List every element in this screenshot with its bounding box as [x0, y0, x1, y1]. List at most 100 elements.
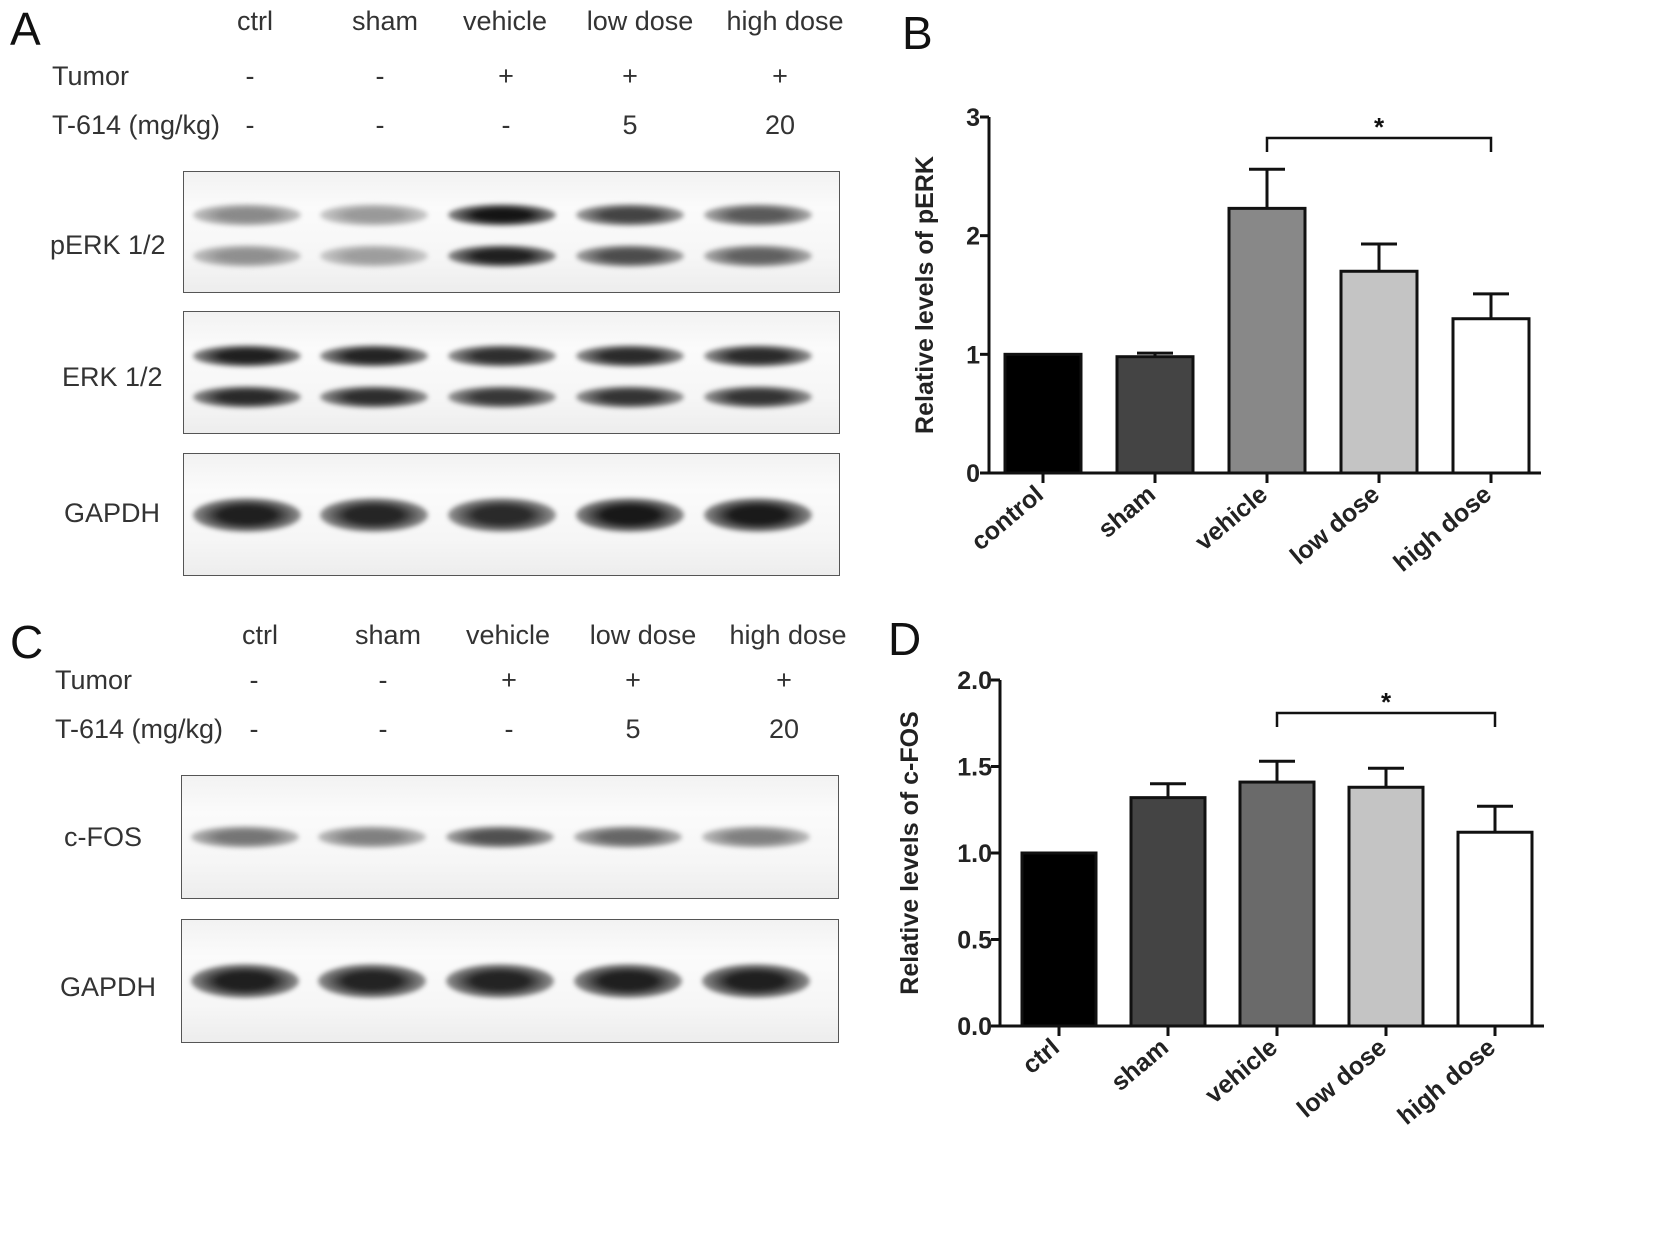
- blot-band: [702, 964, 810, 998]
- dose-sign: 20: [764, 110, 796, 140]
- x-tick-label: sham: [1093, 480, 1161, 543]
- x-tick-label: low dose: [1292, 1033, 1392, 1123]
- blot-band: [576, 204, 684, 227]
- blot-label-gapdh: GAPDH: [64, 498, 161, 528]
- blot-label-cfos: c-FOS: [64, 822, 142, 852]
- bar: [1339, 269, 1419, 475]
- bar: [1238, 780, 1316, 1028]
- dose-sign: -: [249, 714, 259, 744]
- lane-header: ctrl: [237, 6, 273, 36]
- tumor-sign: +: [772, 61, 788, 91]
- significance-star: *: [1374, 112, 1385, 142]
- blot-band: [193, 344, 301, 367]
- blot-band: [193, 204, 301, 227]
- western-blot-gapdh: [183, 453, 840, 576]
- blot-band: [704, 245, 812, 267]
- bar: [1020, 851, 1098, 1028]
- bar: [1227, 206, 1307, 475]
- blot-band: [446, 826, 554, 848]
- western-blot-gapdh: [181, 919, 839, 1043]
- blot-band: [446, 964, 554, 998]
- lane-header: vehicle: [465, 620, 551, 650]
- blot-band: [702, 826, 810, 848]
- dose-sign: -: [501, 110, 511, 140]
- significance-bracket: [1265, 136, 1493, 152]
- western-blot-perk: [183, 171, 840, 293]
- x-tick-label: vehicle: [1200, 1033, 1283, 1109]
- blot-band: [448, 497, 556, 532]
- blot-band: [448, 385, 556, 408]
- tumor-row-label: Tumor: [52, 61, 130, 91]
- dose-sign: 20: [768, 714, 800, 744]
- bar: [1451, 317, 1531, 475]
- blot-band: [320, 204, 428, 227]
- lane-header: low dose: [589, 620, 697, 650]
- y-tick-label: 2.0: [957, 667, 992, 695]
- blot-band: [576, 344, 684, 367]
- dose-sign: -: [245, 110, 255, 140]
- significance-bracket: [1275, 711, 1497, 727]
- blot-band: [704, 344, 812, 367]
- dose-sign: -: [378, 714, 388, 744]
- panel-letter: B: [902, 7, 933, 59]
- y-tick-label: 0.0: [957, 1013, 992, 1041]
- y-tick-label: 0.5: [957, 927, 992, 955]
- blot-label-erk: ERK 1/2: [62, 362, 163, 392]
- tumor-sign: +: [501, 665, 517, 695]
- blot-band: [193, 385, 301, 408]
- y-tick-label: 1.0: [957, 840, 992, 868]
- bar: [1456, 830, 1534, 1028]
- blot-band: [576, 385, 684, 408]
- blot-band: [704, 497, 812, 532]
- x-tick-label: ctrl: [1017, 1033, 1065, 1079]
- blot-band: [191, 826, 299, 848]
- x-tick-label: low dose: [1285, 480, 1385, 570]
- y-tick-label: 1.5: [957, 754, 992, 782]
- tumor-sign: -: [245, 61, 255, 91]
- dose-sign: -: [375, 110, 385, 140]
- y-axis-label: Relative levels of c-FOS: [896, 711, 924, 994]
- blot-band: [448, 245, 556, 267]
- dose-row-label: T-614 (mg/kg): [55, 714, 224, 744]
- tumor-sign: +: [776, 665, 792, 695]
- x-tick-label: sham: [1106, 1033, 1174, 1096]
- tumor-row-label: Tumor: [55, 665, 133, 695]
- tumor-sign: -: [378, 665, 388, 695]
- bar: [1003, 352, 1083, 475]
- x-tick-label: control: [966, 480, 1049, 556]
- y-axis-label: Relative levels of pERK: [911, 156, 939, 434]
- tumor-sign: -: [375, 61, 385, 91]
- tumor-sign: +: [625, 665, 641, 695]
- blot-band: [704, 204, 812, 227]
- lane-header: sham: [351, 6, 419, 36]
- blot-band: [193, 245, 301, 267]
- bar-chart-cfos: D Relative levels of c-FOS 0.0 0.5 1.0 1.5 2.0…: [888, 615, 1544, 1130]
- x-tick-label: high dose: [1392, 1033, 1501, 1130]
- dose-sign: -: [504, 714, 514, 744]
- panel-c-letter: C: [10, 616, 44, 668]
- dose-sign: 5: [622, 110, 638, 140]
- blot-band: [320, 344, 428, 367]
- blot-band: [576, 245, 684, 267]
- bar: [1129, 796, 1207, 1028]
- blot-label-gapdh: GAPDH: [60, 972, 157, 1002]
- lane-header: high dose: [726, 6, 844, 36]
- blot-band: [191, 964, 299, 998]
- blot-band: [320, 497, 428, 532]
- y-tick-label: 0: [966, 460, 980, 488]
- lane-header: low dose: [586, 6, 694, 36]
- y-tick-label: 2: [966, 223, 980, 251]
- panel-letter: D: [888, 615, 921, 665]
- y-tick-label: 3: [966, 104, 980, 132]
- blot-band: [320, 385, 428, 408]
- bar: [1115, 355, 1195, 475]
- x-tick-label: high dose: [1388, 480, 1497, 577]
- western-blot-erk: [183, 311, 840, 434]
- dose-sign: 5: [625, 714, 641, 744]
- lane-header: ctrl: [242, 620, 278, 650]
- blot-band: [576, 497, 684, 532]
- blot-band: [574, 826, 682, 848]
- y-tick-label: 1: [966, 341, 980, 369]
- blot-band: [193, 497, 301, 532]
- significance-star: *: [1381, 687, 1392, 717]
